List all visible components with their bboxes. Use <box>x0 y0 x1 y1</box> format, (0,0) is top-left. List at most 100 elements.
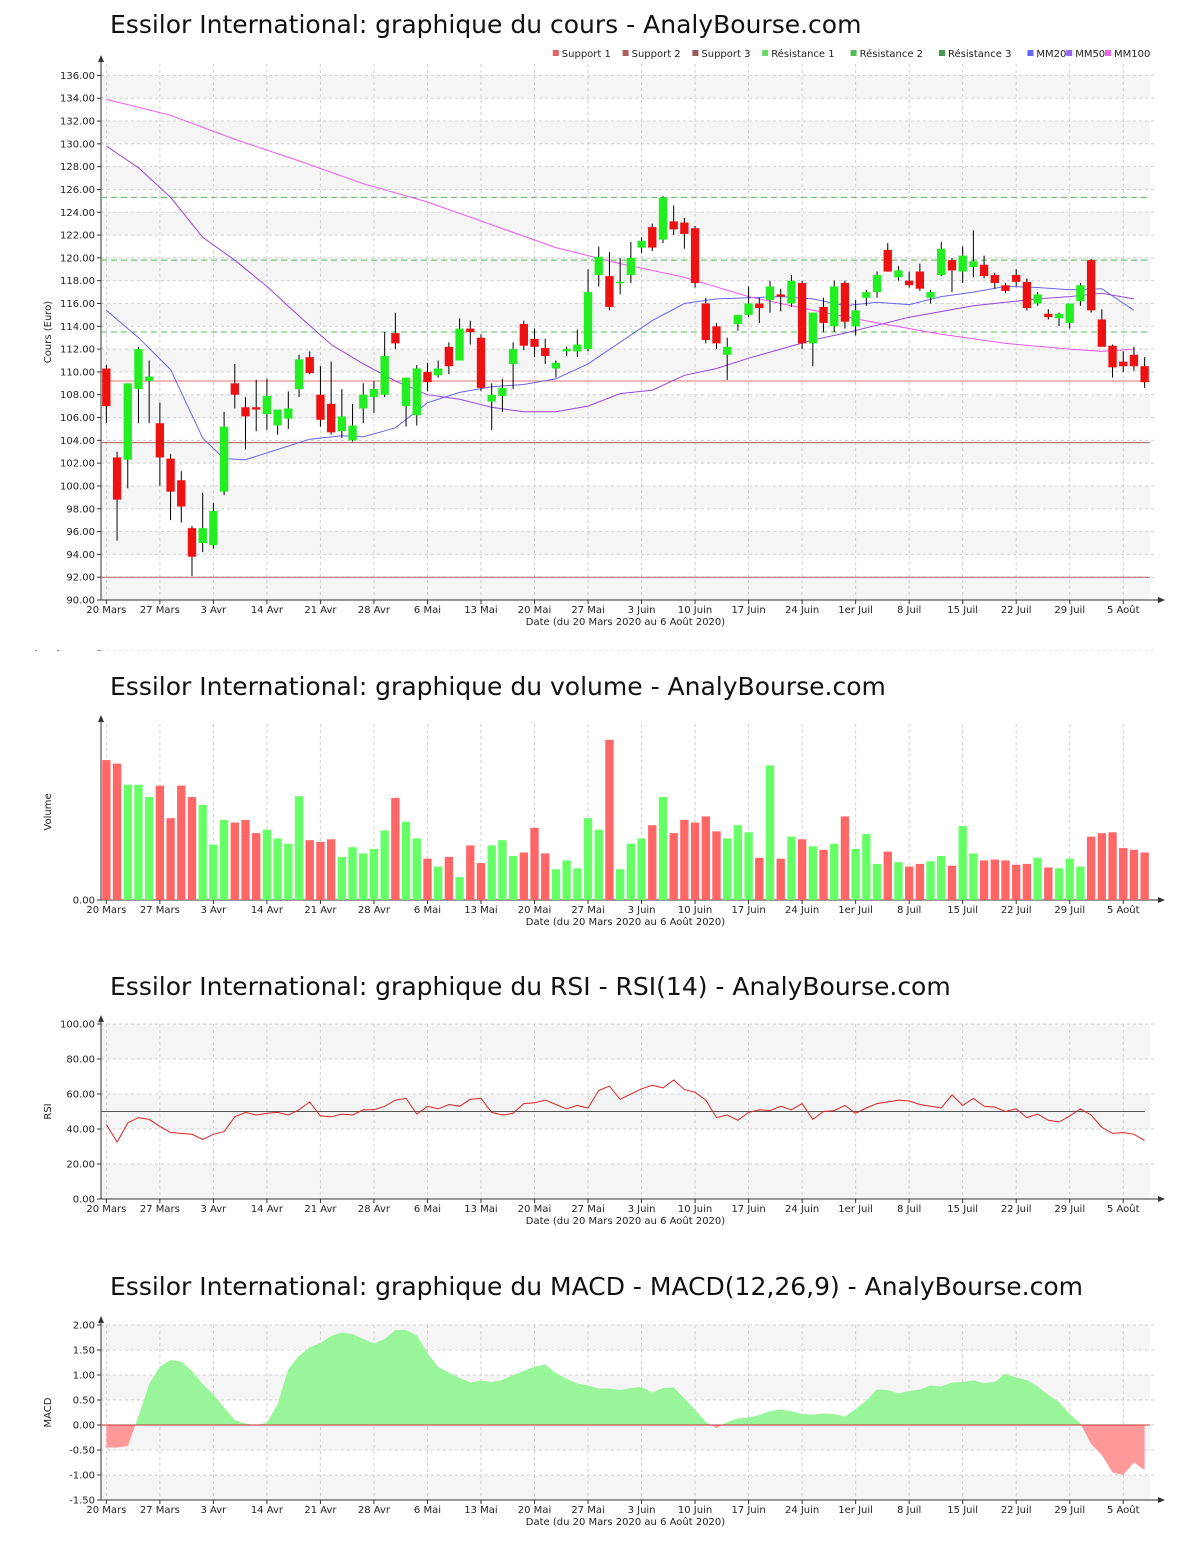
volume-bar <box>155 785 165 900</box>
legend-label: MM50 <box>1075 49 1105 60</box>
macd-xtick-label: 27 Mars <box>140 1505 180 1516</box>
rsi-xtick-label: 6 Mai <box>414 1204 441 1215</box>
volume-bar <box>680 819 689 900</box>
price-ytick-label: 104.00 <box>60 436 95 447</box>
volume-xtick-label: 5 Août <box>1107 904 1140 916</box>
candle-body <box>926 292 935 298</box>
candle-body <box>1022 281 1032 309</box>
volume-bar <box>209 844 218 900</box>
price-xtick-label: 8 Juil <box>897 605 921 616</box>
legend-label: Résistance 3 <box>948 48 1011 60</box>
volume-bar <box>498 840 507 900</box>
macd-xaxis-arrow <box>1158 1497 1165 1503</box>
volume-bar <box>326 839 336 900</box>
volume-bar <box>1129 849 1139 900</box>
volume-bar <box>969 853 978 900</box>
volume-bar <box>1076 866 1085 900</box>
candle-body <box>380 355 389 395</box>
price-xtick-label: 21 Avr <box>304 605 337 616</box>
candle-body <box>1054 313 1064 319</box>
candle-body <box>808 312 817 344</box>
volume-bar <box>583 818 593 900</box>
macd-xaxis-label: Date (du 20 Mars 2020 au 6 Août 2020) <box>526 1516 725 1528</box>
rsi-xtick-label: 24 Juin <box>785 1204 819 1215</box>
volume-bar <box>1097 833 1107 900</box>
rsi-xaxis-label: Date (du 20 Mars 2020 au 6 Août 2020) <box>526 1215 725 1227</box>
volume-bar <box>1119 848 1128 900</box>
volume-bar <box>883 851 892 900</box>
price-band <box>101 440 1150 464</box>
candle-body <box>723 346 732 355</box>
volume-chart-block: Essilor International: graphique du volu… <box>0 650 1200 950</box>
candle-body <box>765 286 775 301</box>
volume-bar <box>637 838 646 900</box>
volume-xtick-label: 10 Juin <box>678 905 712 916</box>
volume-bar <box>947 865 957 900</box>
price-chart: 90.00 92.00 94.00 96.00 98.00 100.00 102.00 104… <box>43 48 1165 628</box>
candle-body <box>294 359 304 390</box>
volume-xtick-label: 15 Juil <box>947 905 978 916</box>
volume-bar <box>594 829 603 900</box>
price-xtick-label: 29 Juil <box>1054 605 1085 616</box>
macd-xtick-label: 22 Juil <box>1001 1505 1032 1516</box>
price-ytick-label: 122.00 <box>60 231 95 242</box>
candle-body <box>444 346 454 367</box>
legend-swatch <box>939 50 945 56</box>
volume-bar <box>626 843 636 900</box>
legend-swatch <box>1066 50 1073 56</box>
volume-bar <box>765 765 775 900</box>
volume-bar <box>466 845 475 900</box>
volume-xtick-label: 27 Mai <box>571 905 604 916</box>
rsi-band <box>101 1164 1150 1199</box>
legend-label: MM100 <box>1114 49 1150 60</box>
rsi-xtick-label: 22 Juil <box>1001 1204 1032 1215</box>
candle-body <box>252 407 261 410</box>
candle-body <box>915 271 925 289</box>
price-ytick-label: 102.00 <box>60 459 95 470</box>
price-ytick-label: 108.00 <box>60 390 95 401</box>
rsi-ytick-label: 0.00 <box>73 1195 95 1206</box>
price-xtick-label: 28 Avr <box>358 605 391 616</box>
price-band <box>101 75 1150 99</box>
price-xtick-label: 10 Juin <box>678 605 712 616</box>
candle-body <box>573 344 582 352</box>
legend-label: Support 2 <box>632 49 681 60</box>
volume-xtick-label: 14 Avr <box>251 905 284 916</box>
macd-xtick-label: 3 Avr <box>200 1505 227 1516</box>
candle-body <box>359 394 368 409</box>
candle-body <box>434 368 443 376</box>
price-ytick-label: 130.00 <box>60 139 95 150</box>
volume-bar <box>615 869 625 900</box>
volume-bar <box>530 827 539 900</box>
candle-body <box>680 222 689 234</box>
price-xtick-label: 3 Avr <box>200 605 227 616</box>
price-xtick-label: 1er Juil <box>838 605 873 616</box>
price-band <box>101 212 1150 236</box>
candle-body <box>519 324 528 346</box>
candle-body <box>583 292 593 350</box>
volume-xtick-label: 22 Juil <box>1001 905 1032 916</box>
price-ytick-label: 96.00 <box>66 527 95 538</box>
candle-body <box>1076 285 1085 302</box>
candle-body <box>894 270 903 278</box>
volume-bar <box>1044 867 1053 900</box>
rsi-xtick-label: 8 Juil <box>897 1204 921 1215</box>
macd-xtick-label: 24 Juin <box>785 1505 819 1516</box>
legend-swatch <box>850 50 857 56</box>
candle-body <box>337 416 347 432</box>
rsi-yaxis-arrow <box>98 1015 104 1022</box>
price-xaxis-arrow <box>1158 597 1165 603</box>
price-ytick-label: 128.00 <box>60 162 95 173</box>
volume-bar <box>1086 836 1096 900</box>
price-ytick-label: 98.00 <box>66 504 95 515</box>
volume-bar <box>455 877 464 900</box>
macd-negative-area <box>711 1425 722 1428</box>
price-band <box>101 485 1150 509</box>
volume-bar <box>273 838 282 900</box>
volume-bar <box>476 863 486 900</box>
volume-bar <box>990 859 999 900</box>
volume-bar <box>979 860 989 900</box>
volume-bar <box>305 840 314 900</box>
candle-body <box>797 282 807 344</box>
volume-bar <box>123 784 132 900</box>
